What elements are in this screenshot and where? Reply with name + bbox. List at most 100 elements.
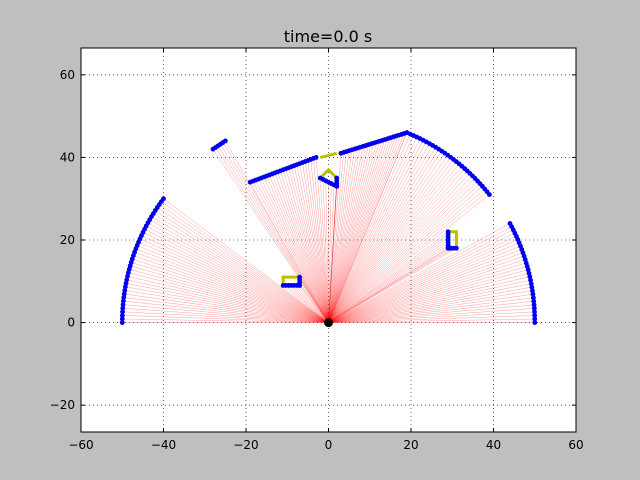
x-tick-label: 40: [486, 438, 501, 452]
scan-ray: [299, 277, 329, 323]
scan-ray: [328, 137, 391, 323]
scan-ray: [260, 177, 329, 323]
scan-ray: [215, 147, 329, 323]
scan-ray: [328, 142, 375, 323]
scan-ray: [328, 157, 451, 323]
ticks: −60 −40 −20 0 20 40 60 −20 0 20 40 60: [50, 48, 584, 452]
scan-ray: [255, 180, 329, 323]
scan-ray: [328, 166, 463, 323]
scan-ray: [328, 239, 518, 323]
scan-ray: [122, 318, 329, 323]
scan-ray: [328, 141, 427, 323]
hit-point: [531, 305, 537, 311]
scan-ray: [328, 304, 535, 323]
scan-ray: [328, 234, 449, 323]
scan-ray: [122, 315, 329, 323]
hit-point: [120, 302, 126, 308]
scan-ray: [328, 173, 471, 323]
scan-ray: [291, 166, 329, 323]
scan-ray: [283, 285, 329, 323]
scan-ray: [328, 315, 535, 323]
scan-rays: [122, 132, 535, 323]
object-outline: [319, 167, 338, 180]
scan-ray: [142, 232, 329, 323]
hit-point: [297, 274, 303, 280]
object-outline: [319, 151, 338, 159]
x-tick-label: 20: [403, 438, 418, 452]
scan-ray: [328, 161, 457, 323]
scan-ray: [328, 262, 527, 323]
scan-ray: [328, 280, 531, 323]
scan-ray: [328, 297, 534, 323]
scan-ray: [328, 138, 421, 323]
scan-ray: [285, 285, 329, 323]
scan-ray: [217, 145, 329, 323]
hit-point: [122, 287, 128, 293]
hit-point: [119, 316, 125, 322]
scan-ray: [310, 159, 329, 323]
scan-ray: [328, 147, 361, 323]
hit-points: [119, 130, 538, 325]
scan-ray: [139, 238, 329, 323]
hit-point: [313, 155, 319, 160]
scan-ray: [153, 213, 329, 323]
chart-title: time=0.0 s: [284, 27, 372, 46]
scan-ray: [328, 273, 530, 323]
scan-ray: [328, 283, 532, 323]
scan-ray: [328, 229, 514, 323]
scan-ray: [299, 163, 329, 323]
scan-ray: [328, 148, 355, 323]
scan-ray: [220, 144, 329, 323]
hit-point: [121, 291, 127, 297]
scan-ray: [328, 236, 517, 323]
scan-ray: [266, 175, 329, 323]
scan-ray: [328, 150, 350, 323]
scan-ray: [328, 318, 535, 323]
scan-ray: [328, 143, 430, 323]
x-tick-label: −20: [233, 438, 258, 452]
scan-ray: [315, 157, 329, 323]
scan-ray: [328, 135, 414, 323]
scan-ray: [328, 191, 488, 323]
hit-point: [532, 309, 537, 315]
scan-ray: [328, 245, 449, 323]
scan-ray: [132, 258, 329, 323]
scan-ray: [328, 151, 347, 323]
scan-ray: [161, 201, 329, 323]
x-tick-label: −40: [151, 438, 176, 452]
scan-ray: [277, 171, 329, 323]
scan-ray: [328, 311, 535, 323]
scan-ray: [328, 139, 386, 323]
scan-ray: [141, 235, 329, 323]
scan-ray: [146, 225, 329, 323]
scan-ray: [328, 155, 448, 323]
scan-ray: [328, 148, 358, 323]
scan-ray: [328, 242, 449, 323]
scan-ray: [131, 262, 329, 323]
scan-ray: [328, 249, 522, 323]
scan-ray: [328, 245, 521, 323]
scan-ray: [307, 160, 329, 323]
scan-ray: [328, 248, 457, 323]
scan-ray: [328, 194, 490, 323]
scan-ray: [328, 287, 532, 323]
scan-ray: [328, 150, 442, 323]
scan-ray: [328, 178, 337, 323]
scan-ray: [293, 285, 329, 323]
scan-ray: [328, 159, 454, 323]
scan-ray: [122, 311, 329, 323]
scan-ray: [124, 293, 329, 323]
scan-ray: [328, 143, 372, 323]
hit-point: [120, 305, 126, 311]
scan-ray: [159, 204, 329, 323]
scan-ray: [328, 163, 460, 323]
scan-ray: [151, 216, 329, 323]
scan-ray: [328, 186, 483, 323]
sensor-marker: [324, 318, 333, 328]
hit-point: [530, 288, 535, 294]
scan-ray: [328, 223, 511, 323]
scan-ray: [282, 169, 329, 323]
scan-ray: [328, 170, 468, 323]
scan-ray: [296, 285, 329, 323]
